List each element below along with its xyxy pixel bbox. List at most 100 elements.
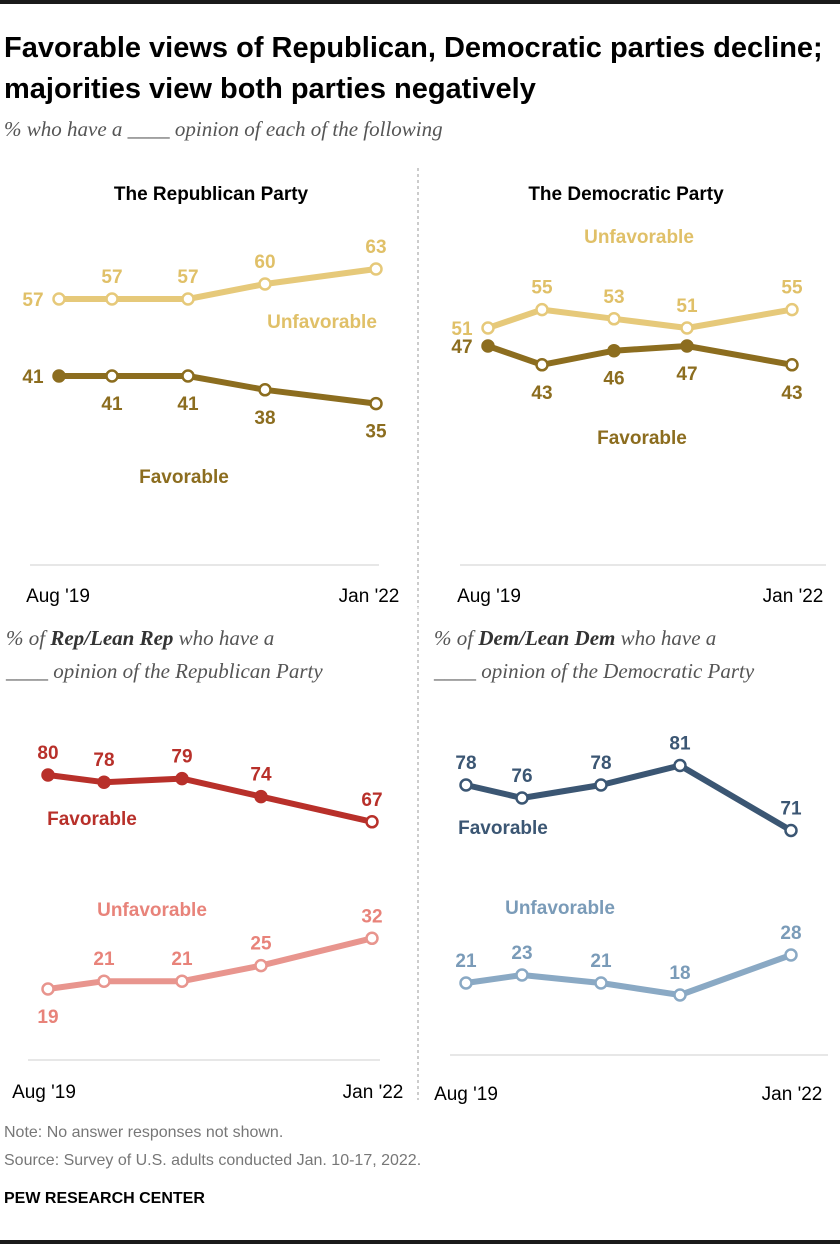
data-point — [594, 778, 608, 792]
series-line — [485, 343, 795, 368]
data-point — [52, 369, 66, 383]
data-point — [785, 358, 799, 372]
dem-partisans-panel: Aug '19 Jan '22 78 76 78 81 71 Favorable 21 23 21 1… — [434, 734, 828, 1105]
subhead-line2: ____ opinion of the Republican Party — [6, 659, 323, 683]
data-label: 32 — [361, 906, 382, 927]
data-label: 53 — [603, 287, 624, 308]
data-label: 38 — [254, 408, 275, 429]
data-label: 41 — [177, 394, 199, 415]
panel-title: The Republican Party — [114, 184, 309, 205]
subhead-suffix: who have a — [173, 626, 275, 650]
data-point — [680, 339, 694, 353]
data-point — [459, 778, 473, 792]
series-name-label: Favorable — [597, 428, 687, 449]
series-name-label: Unfavorable — [505, 898, 615, 919]
series-line — [485, 306, 795, 331]
data-point — [784, 948, 798, 962]
data-point — [97, 974, 111, 988]
data-point — [459, 976, 473, 990]
series-name-label: Unfavorable — [584, 227, 694, 248]
x-tick-label-start: Aug '19 — [434, 1084, 498, 1105]
data-label: 43 — [531, 383, 552, 404]
data-point — [607, 343, 621, 358]
subhead-group: Dem/Lean Dem — [478, 626, 616, 650]
data-point — [365, 931, 379, 946]
data-label: 78 — [93, 750, 114, 771]
series-favorable: 78 76 78 81 71 Favorable — [455, 734, 802, 840]
series-favorable: 47 43 46 47 43 Favorable — [451, 337, 802, 449]
series-name-label: Unfavorable — [267, 312, 377, 333]
series-name-label: Favorable — [47, 809, 137, 830]
x-tick-label-end: Jan '22 — [762, 1084, 823, 1105]
data-point — [535, 302, 549, 317]
data-label: 28 — [780, 923, 801, 944]
series-unfavorable: 51 55 53 51 55 Unfavorable — [451, 227, 803, 340]
dem-all-panel: The Democratic Party Aug '19 Jan '22 51 55 53… — [451, 184, 826, 607]
data-label: 21 — [93, 949, 115, 970]
data-point — [673, 758, 687, 773]
data-label: 63 — [365, 237, 386, 258]
data-label: 46 — [603, 369, 624, 390]
dem-partisans-subhead: % of Dem/Lean Dem who have a ____ opinio… — [434, 622, 754, 688]
data-label: 18 — [669, 963, 690, 984]
data-point — [369, 396, 383, 411]
data-point — [365, 815, 379, 829]
panel-title: The Democratic Party — [528, 184, 724, 205]
data-point — [105, 292, 119, 306]
x-tick-label-end: Jan '22 — [343, 1082, 404, 1103]
series-favorable: 80 78 79 74 67 Favorable — [37, 743, 382, 830]
data-label: 21 — [590, 951, 612, 972]
data-label: 51 — [451, 319, 473, 340]
data-point — [481, 339, 495, 353]
data-point — [535, 358, 549, 372]
bottom-rule — [0, 1240, 840, 1244]
data-label: 35 — [365, 422, 387, 443]
data-point — [105, 369, 119, 383]
subhead-suffix: who have a — [615, 626, 717, 650]
data-point — [515, 968, 529, 982]
data-label: 79 — [171, 747, 192, 768]
data-point — [41, 768, 55, 782]
data-point — [258, 277, 272, 291]
data-label: 78 — [590, 753, 611, 774]
data-point — [784, 823, 798, 838]
chart-title: Favorable views of Republican, Democrati… — [4, 32, 823, 105]
data-label: 76 — [511, 766, 532, 787]
subhead-prefix: % of — [6, 626, 51, 650]
data-label: 19 — [37, 1007, 58, 1028]
data-label: 57 — [22, 290, 43, 311]
data-label: 21 — [455, 951, 477, 972]
data-point — [181, 369, 195, 383]
subhead-line2: ____ opinion of the Democratic Party — [434, 659, 755, 683]
data-label: 71 — [780, 799, 802, 820]
data-label: 21 — [171, 949, 193, 970]
data-label: 47 — [676, 364, 697, 385]
data-point — [258, 383, 272, 397]
data-point — [673, 988, 687, 1002]
data-label: 47 — [451, 337, 472, 358]
source: Source: Survey of U.S. adults conducted … — [4, 1152, 422, 1169]
data-label: 57 — [177, 267, 198, 288]
data-label: 55 — [531, 278, 553, 299]
subhead-prefix: % of — [434, 626, 479, 650]
data-label: 67 — [361, 790, 382, 811]
series-name-label: Favorable — [458, 818, 548, 839]
rep-partisans-panel: Aug '19 Jan '22 80 78 79 74 67 Favorable 19 21 21 2… — [12, 743, 403, 1103]
data-point — [52, 292, 66, 306]
x-tick-label-start: Aug '19 — [457, 586, 521, 607]
series-favorable: 41 41 41 38 35 Favorable — [22, 367, 387, 488]
x-tick-label-start: Aug '19 — [12, 1082, 76, 1103]
data-label: 43 — [781, 383, 802, 404]
data-point — [254, 958, 268, 973]
data-point — [515, 791, 529, 805]
data-point — [41, 982, 55, 996]
data-label: 81 — [669, 734, 691, 755]
data-label: 25 — [250, 934, 272, 955]
data-point — [481, 321, 495, 335]
data-label: 60 — [254, 252, 275, 273]
rep-partisans-subhead: % of Rep/Lean Rep who have a ____ opinio… — [6, 622, 323, 688]
x-tick-label-end: Jan '22 — [339, 586, 400, 607]
data-label: 41 — [22, 367, 44, 388]
